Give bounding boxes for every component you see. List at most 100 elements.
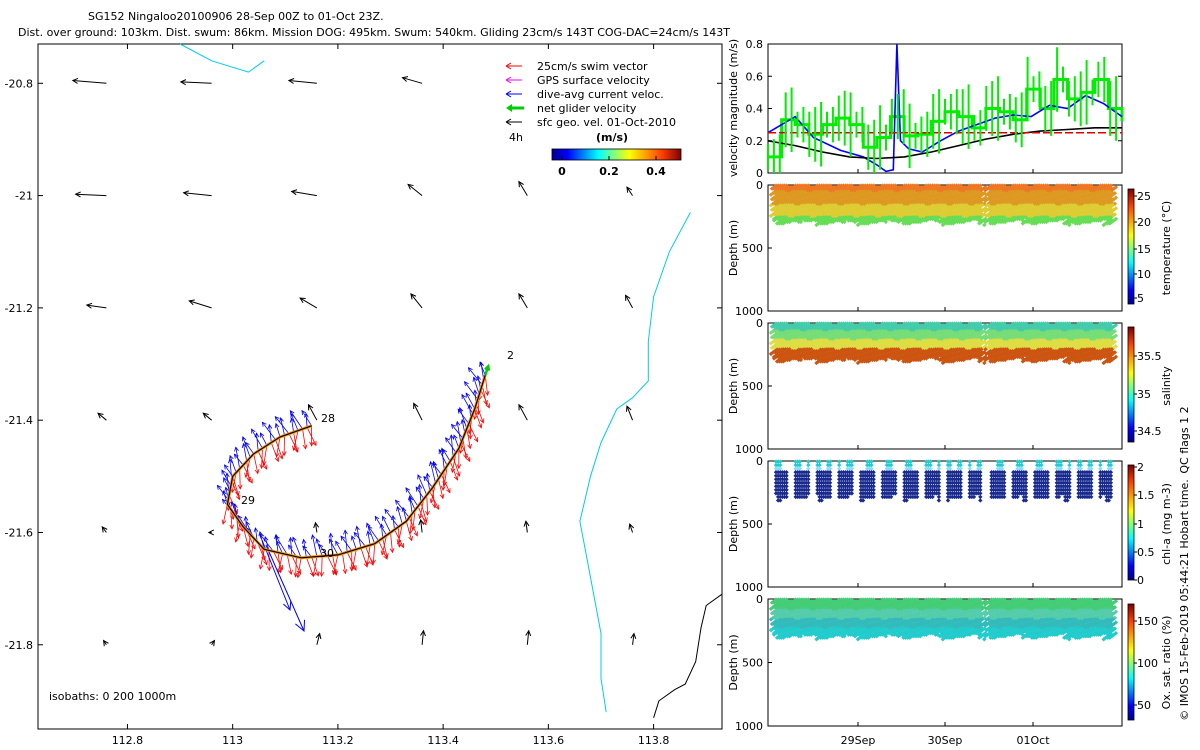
temperature-sample: [874, 219, 879, 225]
temperature-sample: [809, 198, 814, 203]
legend-label-gps: GPS surface velocity: [537, 74, 650, 87]
sfc-geo-vector: [202, 412, 212, 421]
sfc-geo-vector: [180, 81, 212, 84]
temperature-sample: [806, 183, 811, 188]
temperature-sample: [908, 184, 914, 190]
vel-ytick-label: 0.8: [746, 38, 764, 51]
temperature-sample: [949, 212, 954, 217]
temperature-sample: [914, 215, 920, 220]
dac-vector: [433, 461, 439, 479]
temperature-sample: [815, 186, 820, 191]
temperature-sample: [946, 218, 951, 223]
vel-ytick-label: 0.2: [746, 135, 764, 148]
temperature-sample: [827, 215, 833, 220]
temperature-sample: [868, 210, 873, 216]
sfc-geo-vector: [626, 406, 634, 421]
temperature-sample: [907, 221, 912, 226]
temperature-sample: [871, 204, 876, 209]
swim-vector-head: [244, 472, 249, 478]
dac-vector: [234, 453, 244, 466]
temperature-sample: [946, 207, 951, 213]
temperature-sample: [790, 203, 795, 208]
dac-vector-head: [263, 536, 269, 542]
dac-vector-head: [292, 536, 297, 542]
temperature-sample: [843, 195, 848, 200]
swim-vector: [474, 408, 482, 428]
dac-vector: [450, 435, 454, 458]
sfc-geo-vector: [308, 404, 318, 421]
temperature-sample: [986, 203, 991, 208]
swim-vector: [259, 549, 265, 570]
swim-vector: [321, 556, 323, 577]
swim-vector-head: [450, 467, 456, 474]
temperature-sample: [846, 210, 851, 216]
map-ytick-label: -21.8: [5, 639, 33, 652]
temperature-sample: [809, 209, 814, 214]
sfc-geo-vector-head: [420, 629, 426, 637]
vel-ytick-label: 0.6: [746, 70, 764, 83]
temperature-sample: [778, 195, 783, 200]
temperature-sample: [952, 195, 957, 200]
dac-vector-head: [401, 506, 407, 513]
dac-vector-head: [289, 417, 295, 423]
dac-vector-head: [340, 535, 346, 541]
swim-vector-head: [465, 456, 471, 463]
isobath-200m: [653, 593, 723, 718]
temperature-sample: [896, 219, 901, 225]
sfc-geo-vector: [75, 193, 107, 197]
map-ytick-label: -20.8: [5, 77, 33, 90]
sfc-geo-vector: [288, 80, 317, 84]
swim-vector-head: [274, 452, 280, 458]
dac-vector: [430, 461, 436, 484]
dac-vector: [291, 418, 294, 433]
map-surface-vectors: [71, 76, 637, 647]
temperature-sample: [824, 200, 830, 205]
temperature-sample: [964, 203, 970, 208]
temperature-sample: [942, 192, 948, 197]
swim-vector: [231, 480, 240, 500]
temperature-sample: [995, 184, 1001, 190]
net-velocity-vector-head: [484, 363, 491, 371]
temperature-sample: [989, 186, 994, 191]
temperature-sample: [933, 210, 938, 216]
dac-vector-head: [353, 531, 359, 537]
temperature-sample: [949, 190, 954, 196]
temperature-sample: [837, 207, 842, 213]
swim-vector: [245, 457, 251, 478]
temperature-sample: [787, 209, 792, 214]
swim-vector-head: [274, 456, 280, 463]
temperature-sample: [821, 216, 827, 222]
map-xtick-label: 113.6: [533, 734, 565, 747]
temperature-sample: [902, 218, 907, 223]
sfc-geo-vector: [625, 295, 633, 309]
dac-vector: [288, 544, 297, 557]
temperature-sample: [798, 219, 804, 225]
map-ytick-label: -21.6: [5, 526, 33, 539]
dac-vector-head: [467, 367, 473, 373]
temperature-sample: [896, 187, 901, 193]
temperature-sample: [936, 194, 942, 199]
temperature-sample: [893, 194, 898, 199]
sfc-geo-vector-head: [101, 525, 108, 533]
swim-vector: [242, 464, 253, 484]
dac-vector-head: [223, 464, 229, 470]
dac-vector: [312, 534, 318, 557]
dac-vector: [381, 524, 384, 539]
dac-vector: [344, 530, 348, 553]
swim-vector-head: [296, 569, 302, 575]
dac-vector: [256, 433, 259, 452]
dac-vector-head: [366, 522, 371, 528]
dac-vector-head: [310, 534, 316, 540]
temperature-sample: [871, 194, 876, 199]
temperature-sample: [989, 197, 994, 202]
colorbar-unit: (m/s): [596, 131, 628, 144]
dac-vector: [353, 532, 366, 547]
dac-vector-head: [230, 501, 236, 507]
dac-vector-head: [445, 437, 450, 443]
temperature-sample: [843, 184, 848, 190]
temperature-sample: [858, 186, 864, 191]
temperature-sample: [899, 203, 904, 208]
temperature-sample: [958, 183, 963, 188]
temperature-sample: [989, 207, 994, 213]
sfc-geo-vector-head: [307, 403, 314, 411]
